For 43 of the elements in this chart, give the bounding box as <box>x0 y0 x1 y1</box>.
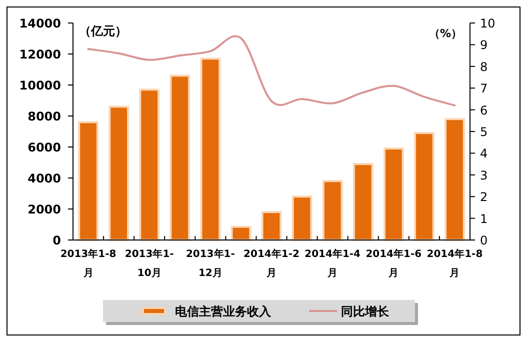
y2-tick-label: 5 <box>480 125 488 139</box>
y2-tick-label: 2 <box>480 190 488 204</box>
y2-tick-label: 4 <box>480 146 488 161</box>
bar <box>139 88 160 241</box>
y-axis-title: （亿元） <box>79 24 127 38</box>
y2-tick-label: 8 <box>480 60 488 74</box>
bar <box>414 132 434 241</box>
x-tick-label: 2013年1-8月 <box>60 248 116 279</box>
y2-tick-label: 3 <box>480 168 488 182</box>
bar <box>322 180 343 241</box>
x-tick-label: 2014年1-6月 <box>366 248 422 279</box>
y2-tick-label: 1 <box>480 212 488 226</box>
y-tick-label: 2000 <box>28 202 61 216</box>
bar <box>170 74 190 241</box>
x-tick-label: 2014年1-4月 <box>304 248 361 279</box>
bar <box>200 58 221 241</box>
x-tick-label: 2013年1-10月 <box>124 248 174 279</box>
y2-tick-label: 6 <box>480 103 488 118</box>
bar <box>108 106 129 241</box>
y-tick-label: 10000 <box>19 78 61 92</box>
bar <box>383 148 404 241</box>
y2-axis-title: （%） <box>428 27 462 40</box>
y-tick-label: 0 <box>52 234 61 248</box>
y2-tick-label: 7 <box>480 82 488 96</box>
y-tick-label: 14000 <box>19 16 61 30</box>
x-tick-label: 2014年1-2月 <box>244 248 300 279</box>
y2-tick-label: 0 <box>480 234 488 248</box>
bar <box>444 118 465 241</box>
y-tick-label: 8000 <box>28 110 61 124</box>
bar <box>292 196 312 241</box>
y-tick-label: 12000 <box>19 48 61 62</box>
x-tick-label: 2014年1-8月 <box>426 248 483 279</box>
x-tick-label: 2013年1-12月 <box>186 248 235 279</box>
bar <box>230 226 252 241</box>
y2-tick-label: 10 <box>480 16 496 30</box>
bar <box>78 121 98 241</box>
y2-tick-label: 9 <box>480 38 488 52</box>
bar <box>261 211 282 241</box>
y-tick-label: 4000 <box>28 172 61 186</box>
legend-label: 同比增长 <box>341 304 390 318</box>
bar <box>352 163 374 241</box>
y-tick-label: 6000 <box>28 140 61 154</box>
legend-label: 电信主营业务收入 <box>175 304 272 318</box>
